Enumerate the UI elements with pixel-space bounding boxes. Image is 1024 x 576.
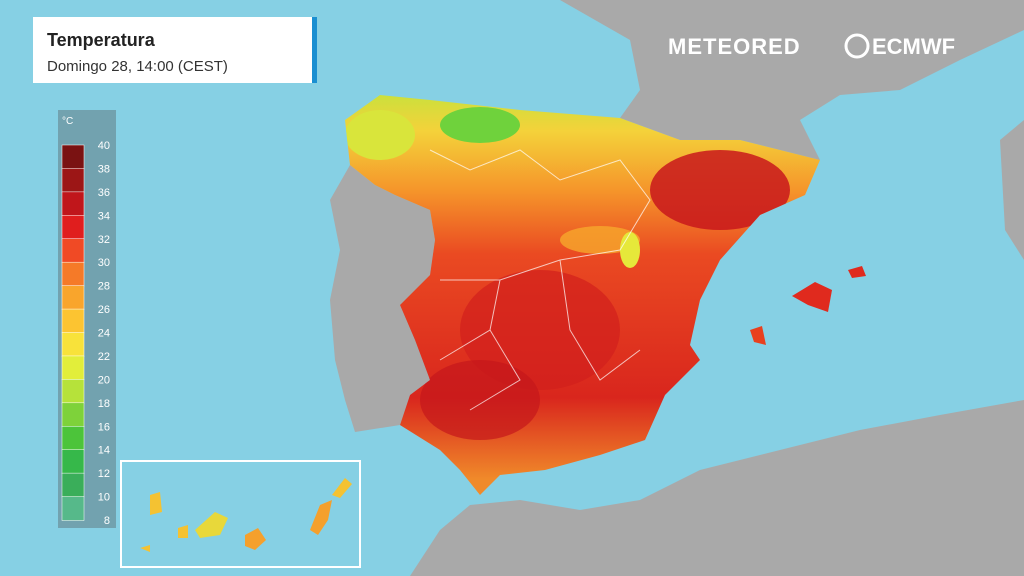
legend-label: 24 xyxy=(98,328,110,340)
spain-temperature xyxy=(345,95,820,495)
island xyxy=(195,512,228,538)
mallorca xyxy=(792,282,832,312)
island xyxy=(178,525,188,538)
legend-label: 38 xyxy=(98,163,110,175)
legend-label: 34 xyxy=(98,210,110,222)
legend-swatch xyxy=(61,238,85,263)
logo-meteored: METEORED xyxy=(668,34,801,59)
legend-swatch xyxy=(61,168,85,193)
title: Temperatura xyxy=(47,30,156,50)
legend-label: 30 xyxy=(98,257,110,269)
legend-swatch xyxy=(61,355,85,381)
island xyxy=(310,500,332,535)
menorca xyxy=(848,266,866,278)
logo-ecmwf: ECMWF xyxy=(872,34,955,59)
island xyxy=(245,528,266,550)
legend-swatch xyxy=(61,215,85,240)
portugal xyxy=(330,165,435,432)
legend-unit: °C xyxy=(62,116,73,127)
legend-label: 14 xyxy=(98,445,110,457)
legend-label: 40 xyxy=(98,140,110,152)
subtitle: Domingo 28, 14:00 (CEST) xyxy=(47,58,228,75)
logo-icon xyxy=(844,33,870,59)
island xyxy=(332,478,352,498)
legend-label: 36 xyxy=(98,187,110,199)
ibiza xyxy=(750,326,766,345)
italy xyxy=(1000,120,1024,260)
legend: 40 38 36 34 32 30 28 26 24 22 20 18 16 14 12 10 8 xyxy=(61,140,110,527)
legend-label: 22 xyxy=(98,351,110,363)
legend-label: 20 xyxy=(98,374,110,386)
legend-label: 32 xyxy=(98,234,110,246)
island xyxy=(150,492,162,515)
legend-swatch xyxy=(61,472,85,498)
legend-swatch xyxy=(61,144,85,170)
legend-swatch xyxy=(61,449,85,474)
legend-swatch xyxy=(61,496,85,521)
island xyxy=(140,545,150,552)
legend-swatch xyxy=(61,426,85,451)
legend-label: 12 xyxy=(98,468,110,480)
legend-label: 10 xyxy=(98,492,110,504)
legend-label: 8 xyxy=(104,515,110,527)
legend-label: 28 xyxy=(98,281,110,293)
title-box xyxy=(33,17,317,83)
legend-swatch xyxy=(61,285,85,310)
africa xyxy=(410,400,1024,576)
france xyxy=(560,0,1024,160)
legend-swatch xyxy=(61,332,85,357)
legend-swatch xyxy=(61,191,85,217)
legend-label: 18 xyxy=(98,398,110,410)
legend-swatch xyxy=(61,261,85,287)
title-accent xyxy=(312,17,317,83)
legend-label: 26 xyxy=(98,304,110,316)
legend-swatch xyxy=(61,402,85,427)
canary-inset xyxy=(120,460,361,568)
legend-swatch xyxy=(61,308,85,334)
legend-label: 16 xyxy=(98,421,110,433)
legend-swatch xyxy=(61,379,85,404)
